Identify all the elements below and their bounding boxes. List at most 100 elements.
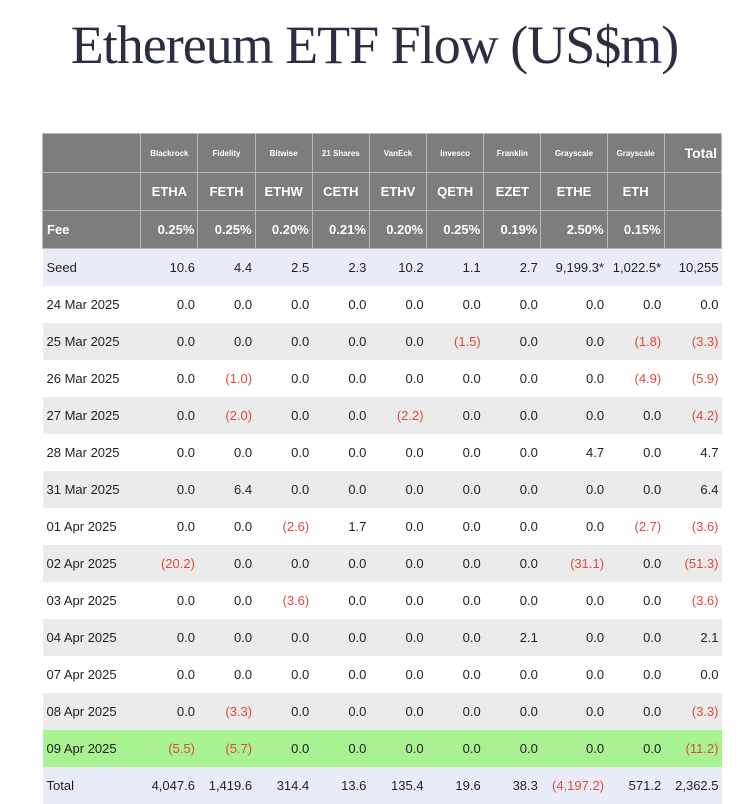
table-row: 09 Apr 2025 (5.5) (5.7) 0.0 0.0 0.0 0.0 0.0 0.0 0… bbox=[42, 730, 722, 767]
flow-value: 0.0 bbox=[197, 286, 256, 323]
flow-value: 0.0 bbox=[369, 693, 427, 730]
flow-value: 0.0 bbox=[197, 582, 256, 619]
flow-value: 0.0 bbox=[607, 397, 665, 434]
flow-value: 0.0 bbox=[369, 360, 427, 397]
fee-header-row: Fee 0.25% 0.25% 0.20% 0.21% 0.20% 0.25% 0.19% 2.… bbox=[41, 210, 723, 249]
flow-value: 0.0 bbox=[426, 286, 484, 323]
header-corner-cell bbox=[41, 172, 142, 211]
table-row: 01 Apr 2025 0.0 0.0 (2.6) 1.7 0.0 0.0 0.0 0.0 (2.… bbox=[42, 508, 722, 545]
flow-value: 0.0 bbox=[369, 508, 427, 545]
flow-value: 6.4 bbox=[664, 471, 722, 508]
flow-value: (31.1) bbox=[540, 545, 608, 582]
flow-value: 0.0 bbox=[483, 471, 541, 508]
issuer-header: Grayscale bbox=[606, 133, 665, 173]
flow-value: 38.3 bbox=[483, 767, 541, 804]
flow-value: 0.0 bbox=[255, 730, 313, 767]
table-row: 31 Mar 2025 0.0 6.4 0.0 0.0 0.0 0.0 0.0 0.0 0.0 6.… bbox=[42, 471, 722, 508]
flow-value: (3.3) bbox=[664, 693, 722, 730]
flow-value: 0.0 bbox=[312, 545, 370, 582]
flow-value: 0.0 bbox=[426, 545, 484, 582]
flow-value: (1.5) bbox=[426, 323, 484, 360]
flow-value: 0.0 bbox=[369, 730, 427, 767]
flow-value: 1.7 bbox=[312, 508, 370, 545]
row-label: 04 Apr 2025 bbox=[42, 619, 141, 656]
flow-value: (51.3) bbox=[664, 545, 722, 582]
flow-value: 19.6 bbox=[426, 767, 484, 804]
flow-value: 0.0 bbox=[426, 471, 484, 508]
issuer-header: Grayscale bbox=[540, 133, 608, 173]
flow-value: 0.0 bbox=[483, 656, 541, 693]
flow-value: 0.0 bbox=[426, 730, 484, 767]
flow-value: 0.0 bbox=[140, 693, 198, 730]
flow-value: 1,419.6 bbox=[197, 767, 256, 804]
flow-value: 0.0 bbox=[140, 397, 198, 434]
flow-value: 0.0 bbox=[140, 619, 198, 656]
table-row: 25 Mar 2025 0.0 0.0 0.0 0.0 0.0 (1.5) 0.0 0.0 (1.… bbox=[42, 323, 722, 360]
flow-value: 0.0 bbox=[140, 656, 198, 693]
flow-value: 0.0 bbox=[483, 286, 541, 323]
etf-flow-table: Blackrock Fidelity Bitwise 21 Shares VanEck I… bbox=[41, 133, 723, 804]
table-row: 28 Mar 2025 0.0 0.0 0.0 0.0 0.0 0.0 0.0 4.7 0.0 4.… bbox=[42, 434, 722, 471]
row-label: 03 Apr 2025 bbox=[42, 582, 141, 619]
table-row: 07 Apr 2025 0.0 0.0 0.0 0.0 0.0 0.0 0.0 0.0 0.0 0.… bbox=[42, 656, 722, 693]
ticker-header-row: ETHA FETH ETHW CETH ETHV QETH EZET ETHE ETH bbox=[41, 172, 723, 211]
fee-value: 0.19% bbox=[483, 210, 542, 249]
flow-value: 0.0 bbox=[140, 471, 198, 508]
flow-value: 0.0 bbox=[312, 656, 370, 693]
flow-value: 2.7 bbox=[483, 248, 541, 286]
flow-value: 2.3 bbox=[312, 248, 370, 286]
row-label: Total bbox=[42, 767, 141, 804]
row-label: Seed bbox=[42, 248, 141, 286]
flow-value: 0.0 bbox=[540, 730, 608, 767]
flow-value: 0.0 bbox=[140, 508, 198, 545]
flow-value: 0.0 bbox=[607, 693, 665, 730]
flow-value: 0.0 bbox=[255, 656, 313, 693]
flow-value: 0.0 bbox=[483, 323, 541, 360]
flow-value: 0.0 bbox=[540, 508, 608, 545]
row-label: 31 Mar 2025 bbox=[42, 471, 141, 508]
flow-value: (2.2) bbox=[369, 397, 427, 434]
table-row: 24 Mar 2025 0.0 0.0 0.0 0.0 0.0 0.0 0.0 0.0 0.0 0.… bbox=[42, 286, 722, 323]
flow-value: 0.0 bbox=[540, 471, 608, 508]
fee-label: Fee bbox=[41, 210, 142, 249]
flow-value: 0.0 bbox=[140, 286, 198, 323]
flow-value: 4.7 bbox=[540, 434, 608, 471]
flow-value: 0.0 bbox=[664, 286, 722, 323]
flow-value: 0.0 bbox=[483, 360, 541, 397]
flow-value: 0.0 bbox=[312, 693, 370, 730]
flow-value: 1,022.5* bbox=[607, 248, 665, 286]
flow-value: 0.0 bbox=[312, 360, 370, 397]
fee-value: 0.21% bbox=[311, 210, 370, 249]
page-title: Ethereum ETF Flow (US$m) bbox=[70, 15, 679, 75]
ticker-header: EZET bbox=[483, 172, 542, 211]
flow-value: 0.0 bbox=[426, 582, 484, 619]
table-row: 27 Mar 2025 0.0 (2.0) 0.0 0.0 (2.2) 0.0 0.0 0.0 0… bbox=[42, 397, 722, 434]
ticker-header: ETHV bbox=[368, 172, 428, 211]
fee-value: 0.15% bbox=[606, 210, 665, 249]
flow-value: 0.0 bbox=[607, 656, 665, 693]
flow-value: 0.0 bbox=[255, 545, 313, 582]
flow-value: 0.0 bbox=[607, 434, 665, 471]
flow-value: (4.2) bbox=[664, 397, 722, 434]
flow-value: 0.0 bbox=[540, 693, 608, 730]
flow-value: 0.0 bbox=[369, 656, 427, 693]
flow-value: 0.0 bbox=[426, 693, 484, 730]
flow-value: 4,047.6 bbox=[140, 767, 198, 804]
flow-value: 0.0 bbox=[426, 656, 484, 693]
flow-value: 10.2 bbox=[369, 248, 427, 286]
flow-value: 2.1 bbox=[483, 619, 541, 656]
flow-value: 0.0 bbox=[197, 545, 256, 582]
flow-value: 0.0 bbox=[540, 286, 608, 323]
flow-value: (20.2) bbox=[140, 545, 198, 582]
flow-value: 0.0 bbox=[540, 582, 608, 619]
flow-value: (2.6) bbox=[255, 508, 313, 545]
flow-value: 0.0 bbox=[312, 434, 370, 471]
flow-value: 0.0 bbox=[312, 397, 370, 434]
flow-value: 0.0 bbox=[540, 360, 608, 397]
fee-value: 0.25% bbox=[197, 210, 256, 249]
issuer-header: Bitwise bbox=[254, 133, 313, 173]
table-row: 26 Mar 2025 0.0 (1.0) 0.0 0.0 0.0 0.0 0.0 0.0 (4.… bbox=[42, 360, 722, 397]
flow-value: 0.0 bbox=[607, 545, 665, 582]
flow-value: 0.0 bbox=[369, 619, 427, 656]
fee-value: 0.20% bbox=[254, 210, 313, 249]
